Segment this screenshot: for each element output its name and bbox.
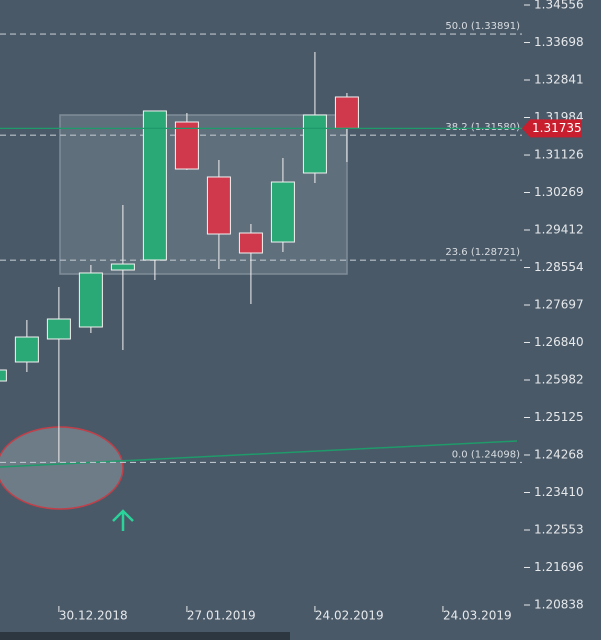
y-tick-label: 1.28554 bbox=[534, 260, 584, 274]
y-tick-label: 1.22553 bbox=[534, 522, 584, 536]
y-tick-label: 1.31126 bbox=[534, 148, 584, 162]
x-tick-label: 24.02.2019 bbox=[315, 609, 384, 623]
candle-body bbox=[302, 114, 327, 174]
candle-body bbox=[238, 232, 263, 254]
candle-body bbox=[78, 272, 103, 328]
candle-body bbox=[142, 110, 167, 261]
x-tick-label: 30.12.2018 bbox=[59, 609, 128, 623]
fib-group: 50.0 (1.33891) 38.2 (1.31580) 23.6 (1.2872… bbox=[0, 21, 522, 464]
highlight-ellipse bbox=[0, 426, 124, 510]
y-tick-label: 1.29412 bbox=[534, 222, 584, 236]
scroll-bar bbox=[0, 632, 290, 640]
y-tick-label: 1.24268 bbox=[534, 447, 584, 461]
y-tick-label: 1.20838 bbox=[534, 598, 584, 612]
fib-label: 38.2 (1.31580) bbox=[445, 122, 520, 133]
candle-body bbox=[270, 181, 295, 243]
candle-body bbox=[14, 336, 39, 363]
candle-body bbox=[334, 96, 359, 129]
candle-body bbox=[0, 369, 7, 382]
trend-line bbox=[0, 440, 518, 468]
y-tick-label: 1.32841 bbox=[534, 73, 584, 87]
y-tick-label: 1.25982 bbox=[534, 373, 584, 387]
candle-body bbox=[110, 263, 135, 271]
x-tick-label: 24.03.2019 bbox=[443, 609, 512, 623]
candle-body bbox=[46, 318, 71, 340]
up-arrow bbox=[112, 509, 134, 531]
y-tick-label: 1.27697 bbox=[534, 298, 584, 312]
x-tick-label: 27.01.2019 bbox=[187, 609, 256, 623]
fib-label: 50.0 (1.33891) bbox=[445, 21, 520, 32]
candles bbox=[0, 52, 522, 463]
y-tick-label: 1.33698 bbox=[534, 35, 584, 49]
axes: 1.345561.336981.328411.319841.311261.302… bbox=[58, 0, 584, 623]
y-tick-label: 1.30269 bbox=[534, 185, 584, 199]
fib-label: 0.0 (1.24098) bbox=[452, 449, 520, 460]
fib-label: 23.6 (1.28721) bbox=[445, 247, 520, 258]
candle-body bbox=[174, 121, 199, 170]
candle-body bbox=[206, 176, 231, 235]
y-tick-label: 1.34556 bbox=[534, 0, 584, 12]
y-tick-label: 1.25125 bbox=[534, 410, 584, 424]
y-tick-label: 1.21696 bbox=[534, 560, 584, 574]
y-tick-label: 1.26840 bbox=[534, 335, 584, 349]
price-tag-label: 1.31735 bbox=[532, 121, 582, 135]
range-box bbox=[59, 114, 348, 275]
y-tick-label: 1.23410 bbox=[534, 485, 584, 499]
price-tag bbox=[522, 119, 582, 138]
